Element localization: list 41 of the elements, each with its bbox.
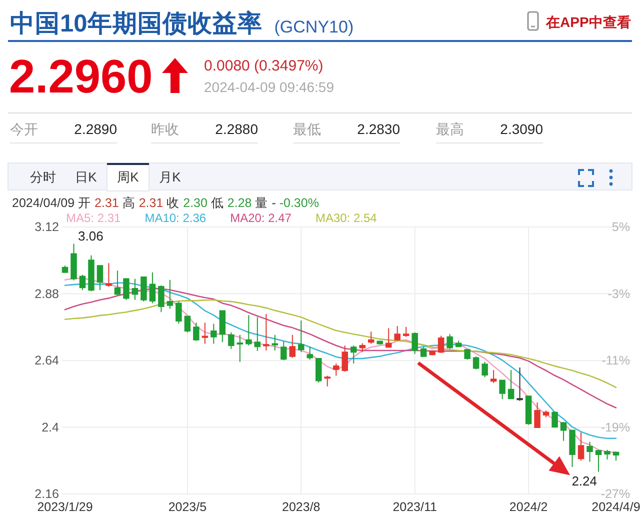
text: 最低 [293,121,321,137]
y-tick-label: 2.16 [34,487,60,501]
text: 最高 [436,121,464,137]
text: 2.2960 [9,50,153,102]
text: MA10: 2.36 [144,211,206,225]
chart-title: 中国10年期国债收益率 [10,10,262,38]
y2-tick-label: 5% [612,220,630,234]
y-tick-label: 2.64 [34,354,60,368]
y2-tick-label: -19% [600,420,630,434]
text: 2.2880 [215,121,258,137]
text: 2.3090 [500,121,544,137]
text: 今开 [10,121,38,137]
text: 2024/04/09 开 2.31 高 2.31 收 2.30 低 2.28 量 - -0.30% [12,196,319,210]
x-tick-label: 2023/11 [392,500,438,514]
tab: 周K [106,162,150,192]
x-tick-label: 2024/2 [509,500,548,514]
x-tick-label: 2023/8 [282,500,320,514]
text: MA30: 2.54 [315,211,378,225]
text: 2024-04-09 09:46:59 [204,79,334,95]
text: 0.0080 (0.3497%) [204,58,324,74]
text: MA20: 2.47 [230,211,292,225]
y2-tick-label: -3% [608,286,630,301]
x-tick-label: 2023/1/29 [37,500,93,514]
annotation: 2.24 [572,474,597,488]
text: MA5: 2.31 [66,211,122,225]
text: 2.2890 [74,121,118,137]
x-tick-label: 2023/5 [168,500,207,514]
y2-tick-label: -11% [602,354,630,368]
y-tick-label: 2.88 [34,286,60,301]
text: 分时 [30,170,56,184]
y2-tick-label: -27% [600,487,630,501]
y-tick-label: 2.4 [42,420,60,434]
text: 昨收 [151,121,179,137]
text: 日K [75,170,98,184]
chart-subtitle: (GCNY10) [274,18,354,36]
text: 在APP中查看 [545,14,631,30]
text: 月K [159,170,182,184]
y-tick-label: 3.12 [34,220,60,234]
x-tick-label: 2024/4/9 [592,500,640,514]
annotation: 3.06 [78,228,104,244]
text: 2.2830 [357,121,400,137]
